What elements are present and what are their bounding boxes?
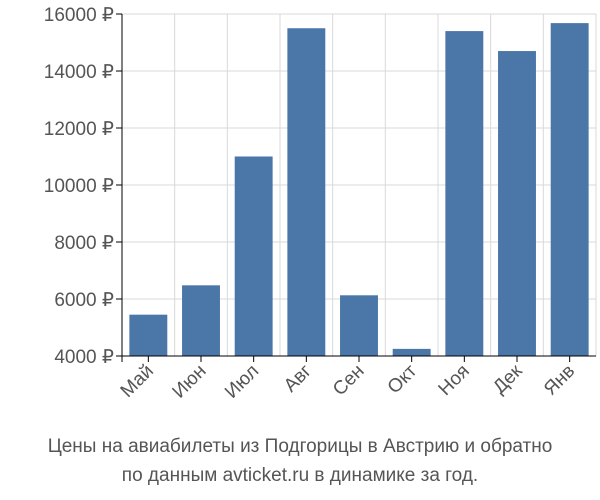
y-tick-label: 14000 ₽ [44,62,114,83]
chart-caption-line-2: по данным avticket.ru в динамике за год. [121,465,479,486]
bar-5 [340,295,378,356]
bar-6 [392,348,431,356]
y-tick-label: 4000 ₽ [54,347,114,368]
x-tick-label: Май [117,361,158,402]
x-tick-labels: Май Июн Июл Авг Сен Окт Ноя Дек Янв [117,360,580,403]
grid-lines [121,13,597,357]
bar-7 [445,31,484,356]
x-tick-label: Окт [384,360,422,398]
bar-8 [498,51,536,357]
x-tick-label: Авг [280,361,316,397]
x-tick-label: Июл [221,361,263,403]
bar-3 [234,156,273,356]
y-tick-labels: 4000 ₽ 6000 ₽ 8000 ₽ 10000 ₽ 12000 ₽ 14000 ₽ 1… [44,5,114,368]
price-bar-chart: 4000 ₽ 6000 ₽ 8000 ₽ 10000 ₽ 12000 ₽ 14000 ₽ 1… [44,5,597,403]
bar-4 [287,28,326,356]
bar-9 [550,23,589,357]
bar-2 [182,285,220,356]
y-tick-label: 6000 ₽ [54,290,114,311]
bars [129,23,589,357]
y-tick-label: 8000 ₽ [54,233,114,254]
y-tick-label: 10000 ₽ [44,176,114,197]
y-tick-label: 12000 ₽ [44,119,114,140]
x-tick-label: Июн [169,361,211,403]
x-tick-label: Янв [540,361,579,400]
x-tick-label: Дек [489,360,527,398]
x-tick-label: Сен [329,361,368,400]
axes [116,13,596,362]
chart-caption-line-1: Цены на авиабилеты из Подгорицы в Австри… [47,436,553,457]
bar-1 [129,314,168,356]
x-tick-label: Ноя [435,361,474,400]
y-tick-label: 16000 ₽ [44,5,114,26]
